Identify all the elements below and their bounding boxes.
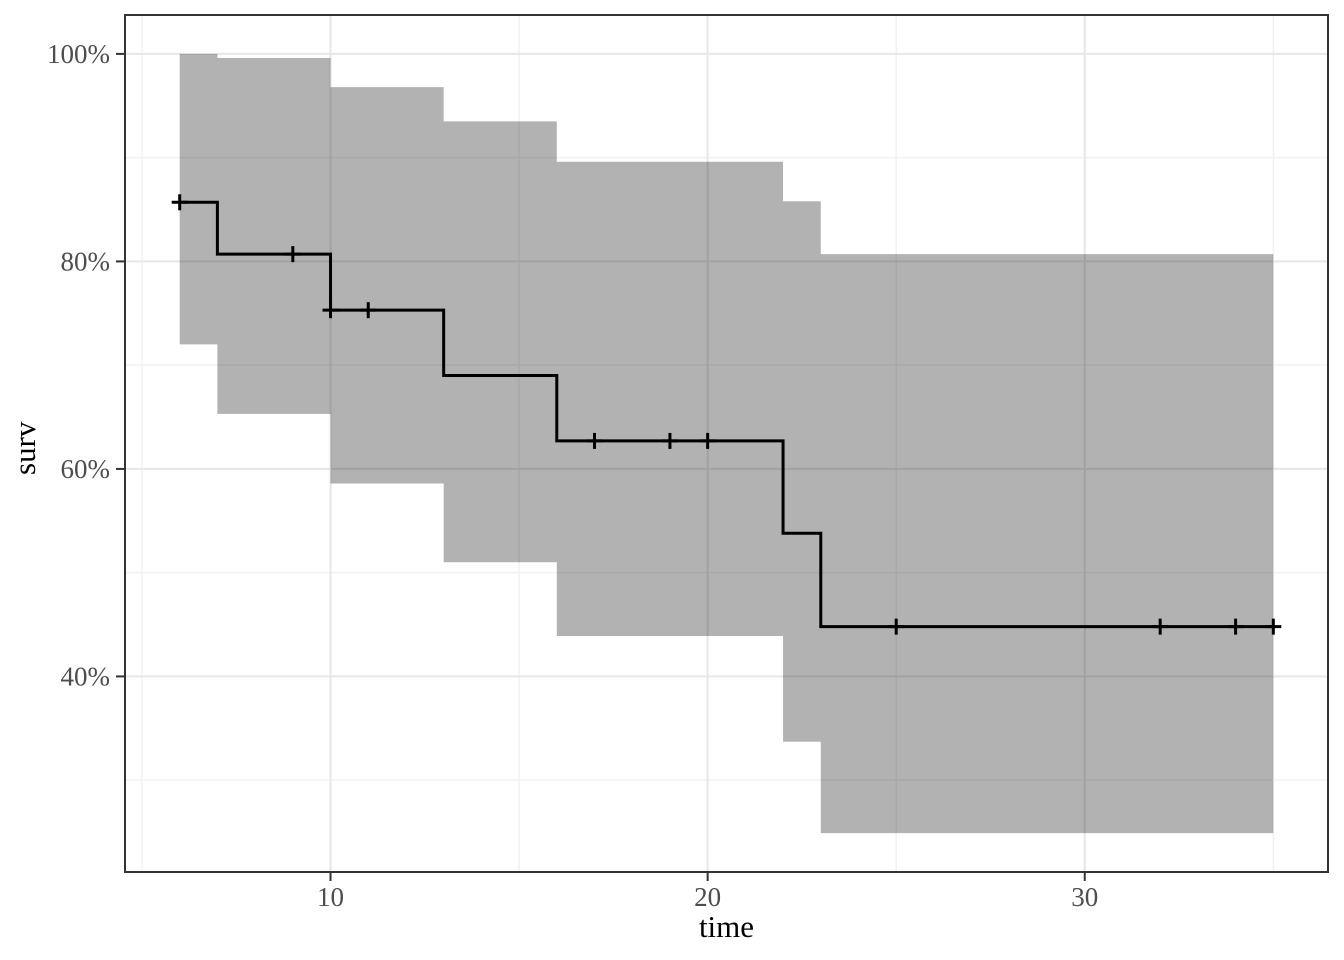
y-tick-label: 100% — [47, 39, 110, 69]
y-tick-label: 60% — [61, 454, 111, 484]
x-axis-title: time — [698, 909, 755, 944]
x-tick-label: 30 — [1071, 882, 1098, 912]
survival-curve — [179, 200, 1274, 629]
x-tick-label: 10 — [317, 882, 344, 912]
y-tick-label: 80% — [61, 246, 111, 276]
x-tick-label: 20 — [694, 882, 721, 912]
y-tick-label: 40% — [61, 661, 111, 691]
confidence-ribbon — [179, 53, 1274, 834]
y-axis-title: surv — [7, 421, 42, 475]
panel-border — [124, 14, 1329, 873]
